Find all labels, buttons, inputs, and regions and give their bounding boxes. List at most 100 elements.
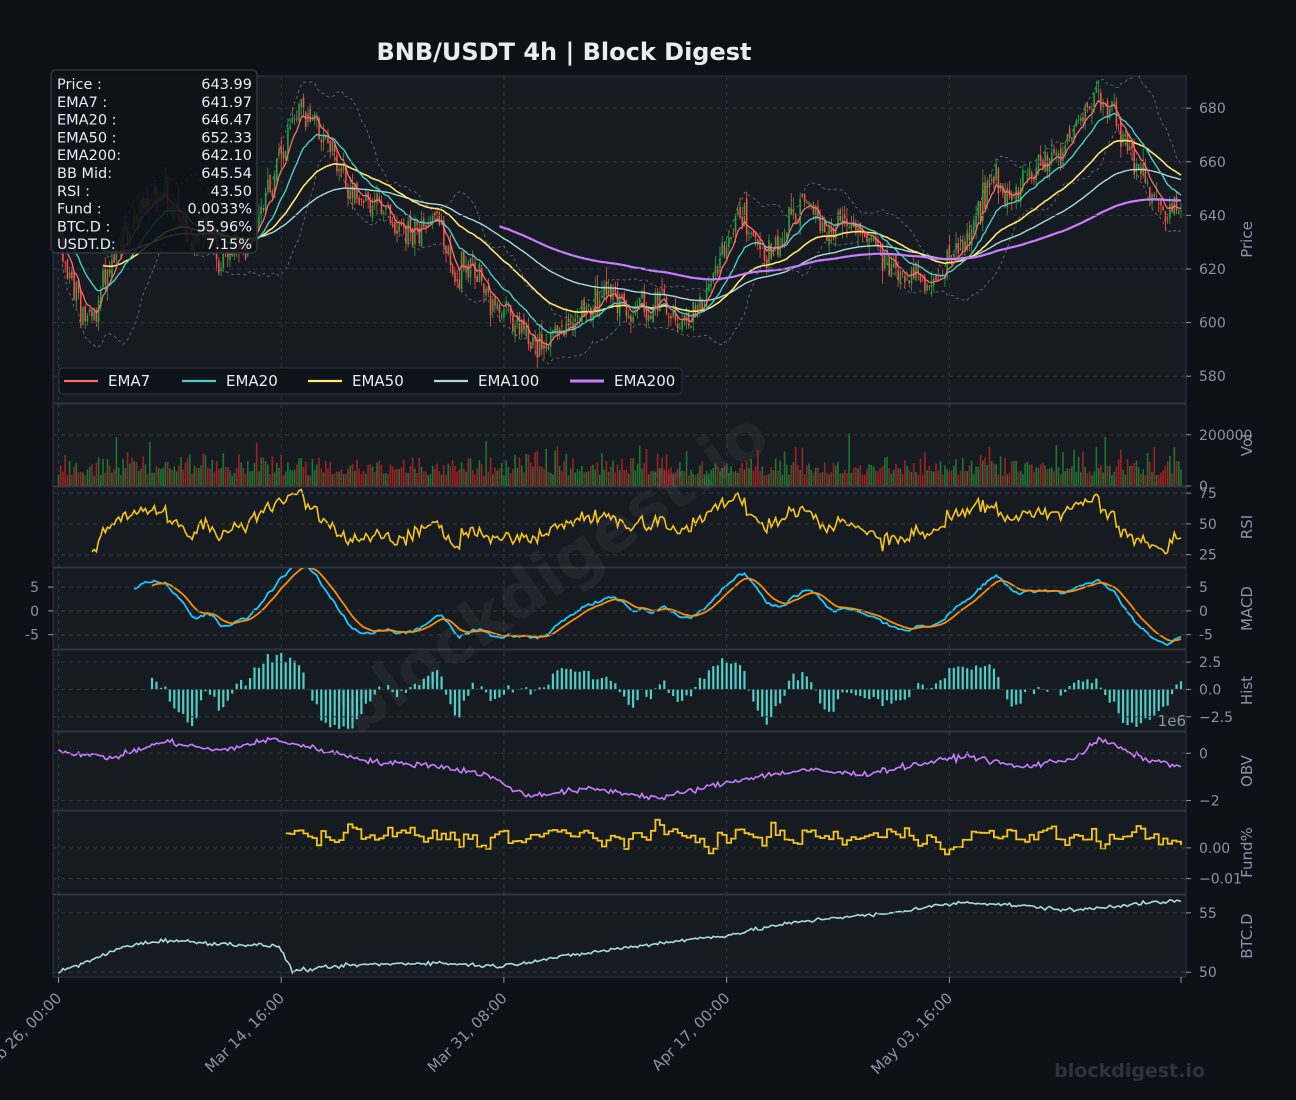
- volume-bar: [1004, 458, 1006, 486]
- hist-bar: [850, 689, 852, 693]
- candle-body: [888, 258, 890, 276]
- volume-bar: [109, 466, 111, 486]
- candle-body: [866, 235, 868, 242]
- candle-body: [681, 320, 683, 330]
- volume-bar: [606, 461, 608, 486]
- volume-bar: [289, 470, 291, 486]
- y-tick-label-price: 600: [1199, 316, 1226, 332]
- candle-body: [476, 277, 478, 282]
- candle-body: [532, 337, 534, 345]
- volume-bar: [980, 455, 982, 486]
- hist-bar: [494, 689, 496, 699]
- volume-bar: [588, 471, 590, 486]
- hist-bar: [908, 689, 910, 697]
- candle-body: [499, 305, 501, 313]
- candle-body: [570, 321, 572, 324]
- candle-body: [305, 112, 307, 127]
- candle-body: [909, 280, 911, 283]
- hist-bar: [953, 668, 955, 690]
- candle-body: [537, 341, 539, 358]
- candle-body: [802, 194, 804, 195]
- hist-bar: [467, 689, 469, 695]
- volume-bar: [231, 476, 233, 486]
- volume-bar: [211, 460, 213, 486]
- info-label: RSI :: [57, 184, 90, 200]
- candle-body: [336, 155, 338, 171]
- volume-bar: [949, 472, 951, 486]
- volume-bar: [822, 472, 824, 486]
- volume-bar: [508, 467, 510, 486]
- candle-body: [1071, 137, 1073, 140]
- volume-bar: [768, 474, 770, 486]
- candle-body: [280, 145, 282, 153]
- volume-bar: [902, 474, 904, 486]
- volume-bar: [933, 472, 935, 486]
- candle-body: [294, 119, 296, 120]
- volume-bar: [799, 470, 801, 486]
- volume-bar: [1151, 472, 1153, 486]
- candle-body: [338, 170, 340, 171]
- hist-bar: [191, 689, 193, 726]
- candle-body: [71, 271, 73, 278]
- hist-bar: [645, 689, 647, 696]
- volume-bar: [1069, 469, 1071, 486]
- volume-bar: [1082, 452, 1084, 486]
- volume-bar: [909, 470, 911, 486]
- info-value: 645.54: [201, 166, 252, 182]
- volume-bar: [880, 468, 882, 486]
- volume-bar: [321, 468, 323, 486]
- panel-label-funding: Fund%: [1238, 827, 1256, 878]
- candle-body: [793, 209, 795, 215]
- candle-body: [505, 301, 507, 307]
- volume-bar: [519, 457, 521, 486]
- volume-bar: [205, 455, 207, 486]
- volume-bar: [1111, 475, 1113, 486]
- hist-bar: [498, 689, 500, 697]
- volume-bar: [1176, 461, 1178, 486]
- volume-bar: [309, 475, 311, 486]
- candle-body: [971, 229, 973, 245]
- candle-body: [287, 128, 289, 154]
- volume-bar: [332, 474, 334, 486]
- volume-bar: [545, 449, 547, 486]
- volume-bar: [398, 469, 400, 486]
- hist-bar: [819, 689, 821, 703]
- hist-bar: [1082, 682, 1084, 690]
- volume-bar: [294, 470, 296, 486]
- candle-body: [677, 323, 679, 328]
- volume-bar: [989, 447, 991, 486]
- volume-bar: [138, 471, 140, 486]
- candle-body: [995, 164, 997, 179]
- hist-bar: [1073, 683, 1075, 690]
- candle-body: [630, 316, 632, 322]
- y-tick-label-price: 620: [1199, 262, 1226, 278]
- hist-bar: [832, 689, 834, 711]
- volume-bar: [991, 461, 993, 486]
- volume-bar: [503, 475, 505, 486]
- hist-bar: [957, 666, 959, 689]
- candle-body: [1069, 128, 1071, 138]
- candle-body: [461, 252, 463, 290]
- volume-bar: [463, 469, 465, 486]
- hist-bar: [1104, 689, 1106, 695]
- volume-bar: [171, 470, 173, 486]
- hist-bar: [1175, 684, 1177, 689]
- volume-bar: [169, 468, 171, 486]
- hist-bar: [948, 668, 950, 689]
- volume-bar: [316, 465, 318, 486]
- volume-bar: [537, 451, 539, 486]
- candle-body: [978, 201, 980, 216]
- candle-body: [1022, 170, 1024, 186]
- volume-bar: [1180, 469, 1182, 486]
- candle-body: [897, 270, 899, 280]
- candle-body: [434, 212, 436, 215]
- candle-body: [641, 292, 643, 298]
- candle-body: [733, 233, 735, 234]
- candle-body: [661, 289, 663, 290]
- volume-bar: [1158, 475, 1160, 486]
- candle-body: [392, 224, 394, 226]
- volume-bar: [383, 474, 385, 486]
- candle-body: [1055, 153, 1057, 156]
- volume-bar: [334, 474, 336, 486]
- candle-body: [365, 193, 367, 201]
